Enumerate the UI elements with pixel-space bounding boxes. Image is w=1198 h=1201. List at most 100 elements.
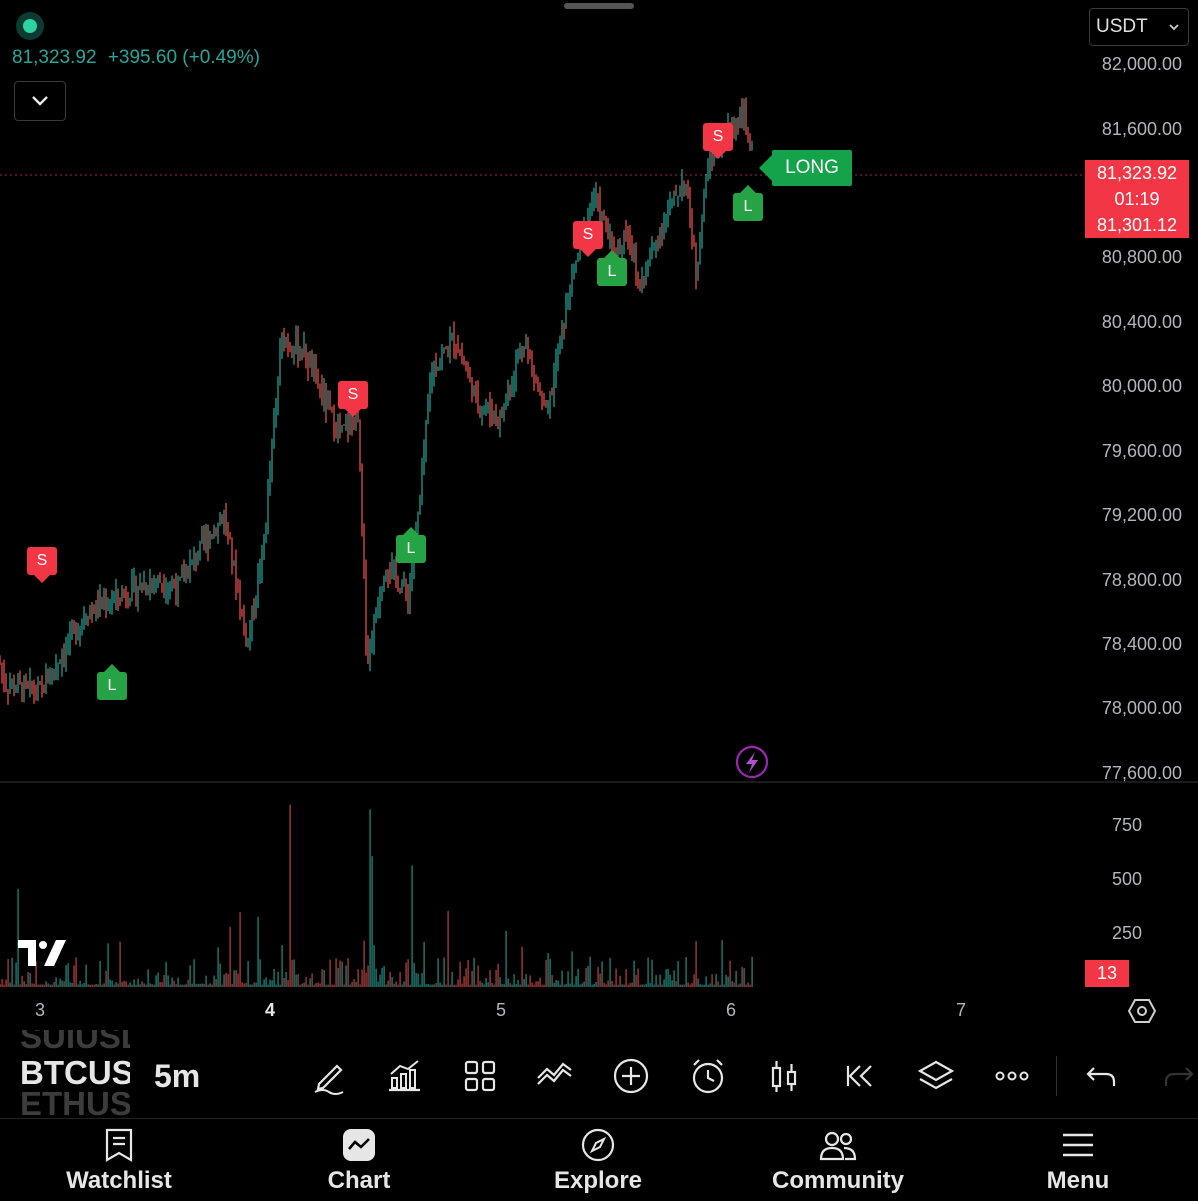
- indicators-icon[interactable]: [384, 1056, 424, 1096]
- nav-menu[interactable]: Menu: [1003, 1119, 1153, 1201]
- add-icon[interactable]: [611, 1056, 651, 1096]
- volume-bar: [213, 975, 215, 987]
- volume-bar: [349, 984, 351, 987]
- nav-community[interactable]: Community: [763, 1119, 913, 1201]
- volume-bar: [495, 969, 497, 987]
- replay-icon[interactable]: [840, 1056, 880, 1096]
- volume-bar: [391, 976, 393, 987]
- nav-label: Menu: [1046, 1167, 1110, 1194]
- volume-bar: [195, 983, 197, 987]
- volume-bar: [151, 984, 153, 987]
- volume-bar: [345, 965, 347, 987]
- volume-bar: [363, 940, 365, 987]
- sell-signal-marker[interactable]: S: [703, 123, 733, 159]
- volume-bar: [427, 983, 429, 987]
- volume-bar: [467, 960, 469, 987]
- nav-explore[interactable]: Explore: [523, 1119, 673, 1201]
- volume-bar: [385, 984, 387, 987]
- sell-signal-marker[interactable]: S: [573, 221, 603, 257]
- volume-bar: [15, 962, 17, 987]
- volume-bar: [615, 968, 617, 987]
- volume-bar: [659, 974, 661, 987]
- price-chart[interactable]: [0, 0, 1198, 1030]
- volume-bar: [527, 984, 529, 987]
- volume-bar: [33, 983, 35, 987]
- lightning-icon[interactable]: [735, 745, 769, 779]
- volume-bar: [651, 959, 653, 987]
- last-price: 81,323.92: [12, 47, 97, 68]
- drag-handle[interactable]: [564, 3, 634, 9]
- volume-bar: [447, 910, 449, 987]
- volume-bar: [523, 979, 525, 987]
- volume-bar: [689, 984, 691, 987]
- alert-icon[interactable]: [688, 1056, 728, 1096]
- compare-icon[interactable]: [535, 1056, 575, 1096]
- sell-signal-marker[interactable]: S: [338, 381, 368, 417]
- volume-bar: [631, 982, 633, 987]
- volume-bar: [279, 984, 281, 987]
- volume-bar: [377, 981, 379, 987]
- volume-bar: [31, 983, 33, 987]
- volume-bar: [119, 941, 121, 987]
- volume-bar: [373, 945, 375, 987]
- volume-bar: [451, 971, 453, 987]
- volume-bar: [587, 965, 589, 987]
- settings-hexagon-icon[interactable]: [1128, 998, 1156, 1024]
- currency-select[interactable]: USDT: [1089, 8, 1189, 46]
- long-signal-marker[interactable]: L: [97, 664, 127, 700]
- current-price-badge: 81,323.92 01:19 81,301.12: [1085, 160, 1189, 238]
- volume-bar: [551, 975, 553, 987]
- volume-bar: [571, 951, 573, 987]
- volume-bar: [49, 984, 51, 987]
- more-icon[interactable]: [992, 1056, 1032, 1096]
- nav-watchlist[interactable]: Watchlist: [44, 1119, 194, 1201]
- volume-bar: [601, 961, 603, 987]
- long-signal-marker[interactable]: L: [733, 185, 763, 221]
- volume-bar: [39, 984, 41, 987]
- undo-icon[interactable]: [1082, 1056, 1122, 1096]
- volume-bar: [709, 983, 711, 987]
- symbol-picker[interactable]: SUIUSDT BTCUSDT ETHUSDT: [20, 1030, 130, 1118]
- volume-bar: [17, 888, 19, 987]
- volume-bar: [157, 972, 159, 987]
- volume-bar: [421, 972, 423, 987]
- sell-signal-marker[interactable]: S: [27, 547, 57, 583]
- chart-icon: [343, 1129, 375, 1161]
- interval-button[interactable]: 5m: [154, 1058, 201, 1094]
- long-signal-marker[interactable]: L: [396, 527, 426, 563]
- volume-bar: [171, 977, 173, 987]
- tradingview-logo-icon[interactable]: [18, 940, 68, 966]
- volume-bar: [511, 984, 513, 987]
- volume-bar: [617, 984, 619, 987]
- volume-bar: [155, 975, 157, 987]
- volume-bar: [123, 980, 125, 987]
- volume-bar: [725, 975, 727, 987]
- volume-bar: [657, 984, 659, 987]
- long-signal-marker[interactable]: L: [597, 250, 627, 286]
- layers-icon[interactable]: [916, 1056, 956, 1096]
- volume-bar: [737, 984, 739, 987]
- volume-bar: [559, 984, 561, 987]
- volume-bar: [121, 981, 123, 987]
- volume-bar: [661, 984, 663, 987]
- pencil-icon[interactable]: [309, 1056, 349, 1096]
- volume-bar: [645, 983, 647, 987]
- volume-bar: [219, 963, 221, 987]
- volume-bar: [413, 962, 415, 987]
- long-signal-tag[interactable]: LONG: [759, 150, 852, 186]
- redo-icon[interactable]: [1158, 1056, 1198, 1096]
- volume-bar: [397, 984, 399, 987]
- layouts-icon[interactable]: [460, 1056, 500, 1096]
- volume-bar: [161, 982, 163, 987]
- volume-bar: [75, 957, 77, 987]
- volume-bar: [697, 978, 699, 987]
- nav-chart[interactable]: Chart: [284, 1119, 434, 1201]
- volume-bar: [55, 977, 57, 987]
- bar-style-icon[interactable]: [764, 1056, 804, 1096]
- volume-bar: [701, 984, 703, 987]
- volume-bar: [223, 974, 225, 987]
- current-volume-badge: 13: [1085, 960, 1129, 987]
- volume-bar: [647, 957, 649, 987]
- collapse-button[interactable]: [14, 81, 66, 121]
- volume-bar: [309, 978, 311, 987]
